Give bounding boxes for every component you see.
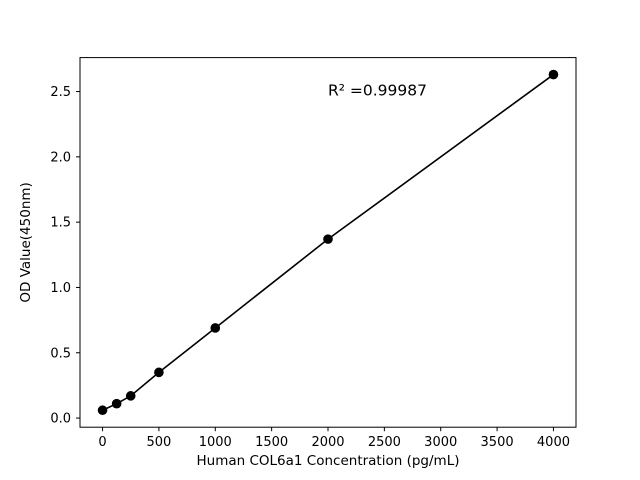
y-tick-label: 0.5 <box>50 346 71 361</box>
x-tick-label: 500 <box>146 435 171 450</box>
data-series <box>97 69 559 416</box>
y-tick-label: 2.5 <box>50 85 71 100</box>
x-tick-label: 3500 <box>481 435 514 450</box>
data-point <box>111 398 122 409</box>
x-tick-label: 3000 <box>424 435 457 450</box>
y-tick-label: 1.5 <box>50 216 71 231</box>
axis-ticks: 0 500 1000 1500 2000 2500 3000 3500 4000 0.0 0.5 1.… <box>50 85 570 450</box>
y-tick-label: 2.0 <box>50 150 71 165</box>
data-point <box>323 234 333 244</box>
x-tick-label: 0 <box>98 435 106 450</box>
data-point <box>154 367 164 378</box>
x-tick-label: 1500 <box>255 435 288 450</box>
y-tick-label: 1.0 <box>50 281 71 296</box>
x-tick-label: 4000 <box>537 435 570 450</box>
data-point <box>125 391 136 401</box>
x-axis-label: Human COL6a1 Concentration (pg/mL) <box>197 453 460 469</box>
x-tick-label: 2000 <box>311 435 344 450</box>
data-point <box>97 405 108 416</box>
y-axis-label: OD Value(450nm) <box>18 182 34 302</box>
x-tick-label: 1000 <box>199 435 232 450</box>
data-point <box>548 69 559 80</box>
data-point <box>210 323 221 333</box>
r-squared-annotation: R² =0.99987 <box>328 81 427 99</box>
y-tick-label: 0.0 <box>50 412 71 427</box>
x-tick-label: 2500 <box>368 435 401 450</box>
